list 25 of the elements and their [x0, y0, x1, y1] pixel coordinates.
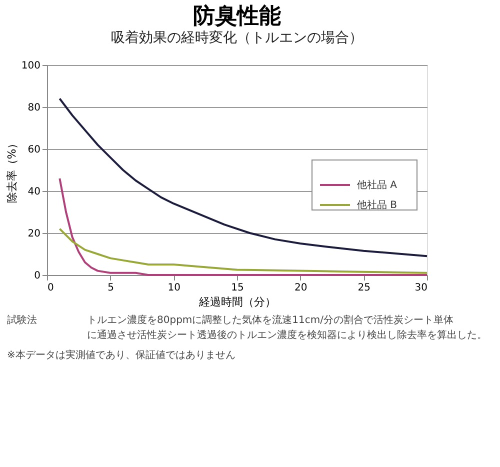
text: トルエン濃度を80ppmに調整した気体を流速11cm/分の割合で活性炭シート単体に通過させ活性炭シート透過後のトルエン濃度を検知器により検出し除去率を算出した。	[87, 314, 487, 341]
x-tick-label: 5	[108, 282, 114, 294]
y-tick-label: 60	[28, 144, 40, 156]
x-tick-label: 30	[414, 282, 428, 294]
line-series	[58, 177, 428, 276]
x-tick-label: 10	[168, 282, 181, 294]
y-tick-label: 0	[34, 270, 40, 282]
chart-subtitle: 吸着効果の経時変化（トルエンの場合）	[111, 30, 363, 46]
line-series	[58, 228, 428, 274]
text: ※本データは実測値であり、保証値ではありません	[7, 349, 236, 361]
y-tick-label: 40	[28, 186, 40, 198]
x-tick-label: 20	[294, 282, 308, 294]
y-tick-label: 80	[28, 102, 40, 114]
y-tick-label: 100	[21, 60, 40, 72]
legend-label: 他社品 A	[357, 179, 398, 191]
x-tick-label: 25	[358, 282, 371, 294]
chart-title: 防臭性能	[193, 4, 281, 29]
x-tick-label: 0	[48, 282, 54, 294]
legend-label: 他社品 B	[357, 199, 398, 211]
y-tick-label: 20	[28, 228, 40, 240]
line-series	[58, 98, 428, 258]
x-tick-label: 15	[231, 282, 244, 294]
x-axis-title: 経過時間（分）	[198, 296, 276, 308]
text: 試験法	[7, 314, 37, 326]
y-axis-title: 除去率（%）	[5, 138, 18, 204]
